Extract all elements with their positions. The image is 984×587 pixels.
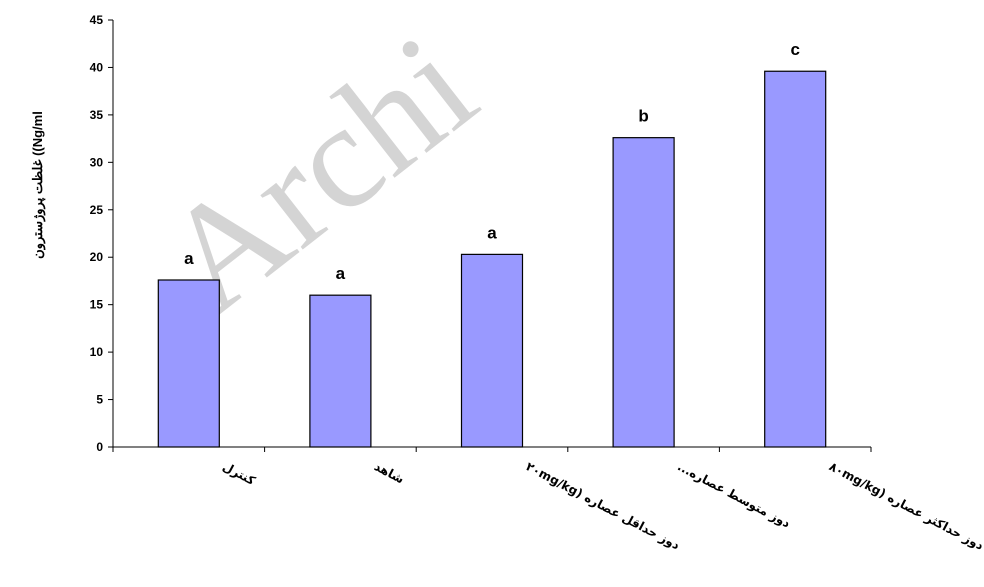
y-tick-label: 10 xyxy=(90,345,104,359)
y-tick-label: 20 xyxy=(90,250,104,264)
significance-label: b xyxy=(638,107,648,126)
y-tick-label: 5 xyxy=(96,393,103,407)
significance-label: a xyxy=(336,264,346,283)
y-tick-label: 40 xyxy=(90,60,104,74)
bar xyxy=(612,137,675,448)
category-label: دوز حداکثر عصاره (۸۰mg/kg xyxy=(826,459,984,553)
bars xyxy=(157,70,827,448)
significance-label: a xyxy=(184,249,194,268)
y-tick-label: 35 xyxy=(90,108,104,122)
category-label: کنترل xyxy=(220,459,257,488)
bar xyxy=(460,253,524,448)
y-tick-label: 30 xyxy=(90,155,104,169)
category-label: دوز متوسط عصاره... xyxy=(675,459,793,531)
bar xyxy=(764,70,827,448)
y-tick-label: 45 xyxy=(90,13,104,27)
y-tick-label: 25 xyxy=(90,203,104,217)
category-label: دوز حداقل عصاره (۲۰mg/kg xyxy=(523,459,682,553)
category-label: شاهد xyxy=(372,459,406,486)
y-tick-label: 0 xyxy=(96,440,103,454)
bar xyxy=(309,294,372,448)
y-tick-label: 15 xyxy=(90,298,104,312)
significance-label: a xyxy=(487,223,497,242)
y-axis-title: غلظت پروژسترون ((Ng/ml xyxy=(30,111,46,259)
bar xyxy=(157,279,220,448)
significance-label: c xyxy=(790,40,799,59)
